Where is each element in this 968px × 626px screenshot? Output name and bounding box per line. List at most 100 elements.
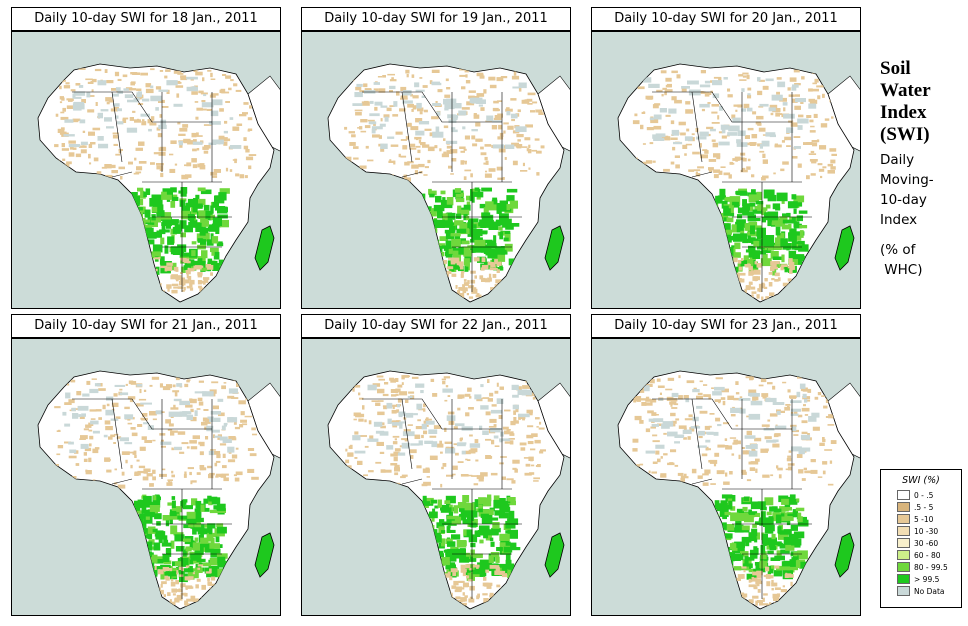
dry-area <box>632 448 638 452</box>
dry-area <box>174 163 178 166</box>
wet-area <box>779 543 790 549</box>
dry-area <box>485 569 489 573</box>
dry-area <box>749 579 753 583</box>
dry-area <box>186 260 191 264</box>
dry-area <box>429 435 437 438</box>
wet-area <box>764 190 772 197</box>
dry-area <box>695 173 701 177</box>
africa-map <box>301 338 571 616</box>
no-data-area <box>221 425 226 431</box>
no-data-area <box>391 422 403 426</box>
dry-area <box>801 431 808 434</box>
dry-area <box>468 285 475 289</box>
dry-area <box>754 261 758 265</box>
dry-area <box>480 146 484 150</box>
dry-area <box>231 397 239 399</box>
dry-area <box>499 386 504 390</box>
dry-area <box>129 398 133 403</box>
wet-area <box>211 248 215 256</box>
dry-area <box>63 79 66 82</box>
dry-area <box>469 568 473 571</box>
legend-label: .5 - 5 <box>914 502 934 512</box>
dry-area <box>511 75 520 80</box>
wet-area <box>170 540 175 549</box>
wet-area <box>739 233 748 241</box>
no-data-area <box>681 86 690 89</box>
dry-area <box>528 167 531 170</box>
no-data-area <box>354 92 363 98</box>
dry-area <box>489 84 497 89</box>
wet-area <box>218 192 227 201</box>
dry-area <box>374 106 378 111</box>
madagascar <box>254 532 275 578</box>
dry-area <box>746 166 751 170</box>
wet-area <box>485 532 492 541</box>
dry-area <box>210 171 218 176</box>
dry-area <box>184 383 189 388</box>
wet-area <box>749 202 756 207</box>
dry-area <box>488 273 492 278</box>
dry-area <box>219 89 224 93</box>
dry-area <box>345 156 352 161</box>
dry-area <box>219 108 224 112</box>
wet-area <box>466 564 475 570</box>
dry-area <box>211 381 219 384</box>
dry-area <box>225 75 232 79</box>
dry-area <box>117 78 122 81</box>
no-data-area <box>648 83 660 88</box>
no-data-area <box>123 88 129 91</box>
no-data-area <box>653 418 664 423</box>
wet-area <box>144 209 151 218</box>
wet-area <box>473 572 484 577</box>
wet-area <box>480 565 488 572</box>
no-data-area <box>210 411 221 415</box>
dry-area <box>238 400 246 405</box>
dry-area <box>725 472 728 477</box>
no-data-area <box>656 135 662 140</box>
dry-area <box>435 101 438 103</box>
no-data-area <box>73 106 82 111</box>
wet-area <box>733 233 743 242</box>
dry-area <box>489 594 495 598</box>
dry-area <box>735 272 740 276</box>
dry-area <box>718 131 724 134</box>
dry-area <box>491 125 498 130</box>
wet-area <box>781 224 791 230</box>
dry-area <box>768 282 773 287</box>
wet-area <box>780 549 790 554</box>
dry-area <box>167 479 173 481</box>
wet-area <box>781 513 785 517</box>
wet-area <box>174 534 185 542</box>
dry-area <box>394 467 400 472</box>
no-data-area <box>410 443 420 446</box>
dry-area <box>127 396 136 400</box>
dry-area <box>464 169 472 172</box>
wet-area <box>478 504 483 509</box>
wet-area <box>498 563 508 571</box>
dry-area <box>92 479 96 481</box>
dry-area <box>773 261 780 265</box>
dry-area <box>533 480 539 482</box>
dry-area <box>480 152 487 156</box>
dry-area <box>650 119 659 124</box>
dry-area <box>688 414 693 418</box>
dry-area <box>761 296 764 300</box>
dry-area <box>449 576 453 581</box>
wet-area <box>205 544 214 553</box>
dry-area <box>485 411 491 416</box>
dry-area <box>170 578 174 582</box>
dry-area <box>460 602 467 606</box>
dry-area <box>462 160 467 163</box>
dry-area <box>448 257 455 260</box>
wet-area <box>481 212 491 221</box>
legend-item: .5 - 5 <box>897 501 961 513</box>
dry-area <box>530 110 535 113</box>
index-title-line: Soil <box>880 58 911 79</box>
dry-area <box>380 469 386 473</box>
dry-area <box>395 393 399 396</box>
wet-area <box>171 262 177 271</box>
dry-area <box>210 78 216 80</box>
dry-area <box>758 79 765 82</box>
dry-area <box>784 406 791 411</box>
no-data-area <box>179 411 188 417</box>
